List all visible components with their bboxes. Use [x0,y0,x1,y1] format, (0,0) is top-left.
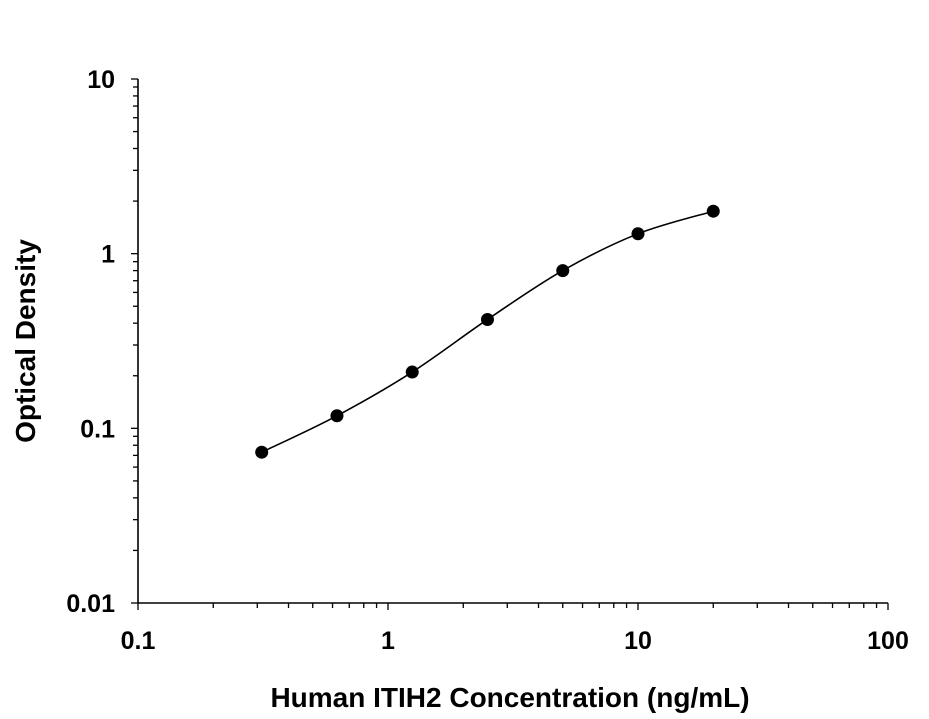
plot-axes [131,78,889,610]
data-point [556,264,570,278]
x-axis-title: Human ITIH2 Concentration (ng/mL) [270,682,749,713]
data-point [706,204,720,218]
data-point [255,445,269,459]
y-tick-label: 0.1 [80,415,115,443]
data-point [480,312,494,326]
data-points [255,204,720,459]
y-axis-title: Optical Density [10,239,41,443]
y-tick-label: 0.01 [66,590,115,618]
x-tick-label: 100 [867,627,909,655]
data-point [405,365,419,379]
fit-curve [261,210,714,453]
data-point [330,409,344,423]
data-point [631,227,645,241]
x-tick-label: 10 [624,627,652,655]
y-tick-label: 1 [101,241,115,269]
y-tick-labels: 0.01 0.1 1 10 [66,66,115,618]
y-tick-label: 10 [87,66,115,94]
x-tick-label: 0.1 [121,627,156,655]
x-tick-label: 1 [381,627,395,655]
x-tick-labels: 0.1 1 10 100 [121,627,909,655]
